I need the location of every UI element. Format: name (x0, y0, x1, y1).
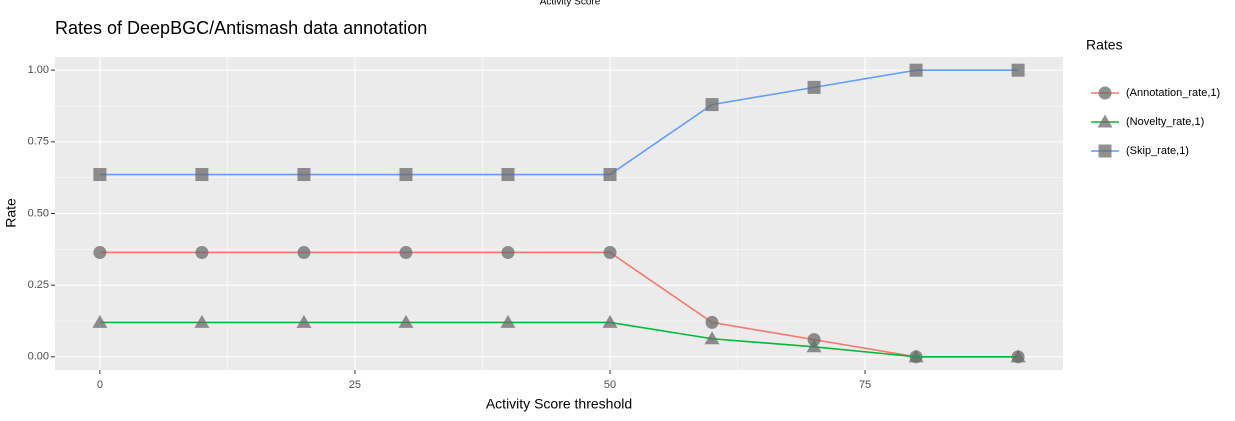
marker (908, 349, 924, 363)
marker (807, 80, 821, 94)
marker (297, 245, 311, 259)
legend-label: (Annotation_rate,1) (1126, 87, 1220, 99)
marker (500, 314, 516, 328)
x-tick-label: 0 (97, 379, 103, 391)
header-text: Activity Score (540, 0, 601, 8)
y-tick-label: 0.00 (28, 351, 49, 363)
marker (602, 314, 618, 328)
series-line (99, 321, 1019, 358)
marker (297, 168, 311, 182)
marker (705, 315, 719, 329)
x-tick-label: 50 (604, 379, 616, 391)
marker (398, 314, 414, 328)
marker (93, 168, 107, 182)
legend-marker (1098, 144, 1112, 158)
marker (501, 245, 515, 259)
marker (195, 168, 209, 182)
marker (195, 245, 209, 259)
legend-marker (1097, 114, 1113, 128)
marker (909, 63, 923, 77)
marker (1011, 63, 1025, 77)
marker (603, 245, 617, 259)
marker (399, 245, 413, 259)
x-axis-label: Activity Score threshold (486, 396, 632, 412)
series-line (99, 251, 1019, 358)
chart-title: Rates of DeepBGC/Antismash data annotati… (55, 18, 427, 38)
x-tick-label: 75 (859, 379, 871, 391)
marker (296, 314, 312, 328)
series-line (99, 69, 1019, 176)
marker (806, 339, 822, 353)
legend-marker (1098, 86, 1112, 100)
marker (501, 168, 515, 182)
marker (1010, 349, 1026, 363)
marker (399, 168, 413, 182)
y-axis-label: Rate (3, 198, 19, 228)
marker (704, 331, 720, 345)
legend-label: (Novelty_rate,1) (1126, 116, 1204, 128)
x-tick-label: 25 (349, 379, 361, 391)
legend-label: (Skip_rate,1) (1126, 145, 1189, 157)
marker (92, 314, 108, 328)
legend-title: Rates (1086, 37, 1123, 53)
marker (705, 98, 719, 112)
y-tick-label: 0.75 (28, 136, 49, 148)
marker (194, 314, 210, 328)
y-tick-label: 0.50 (28, 207, 49, 219)
y-tick-label: 1.00 (28, 64, 49, 76)
marker (93, 245, 107, 259)
marker (603, 168, 617, 182)
y-tick-label: 0.25 (28, 279, 49, 291)
